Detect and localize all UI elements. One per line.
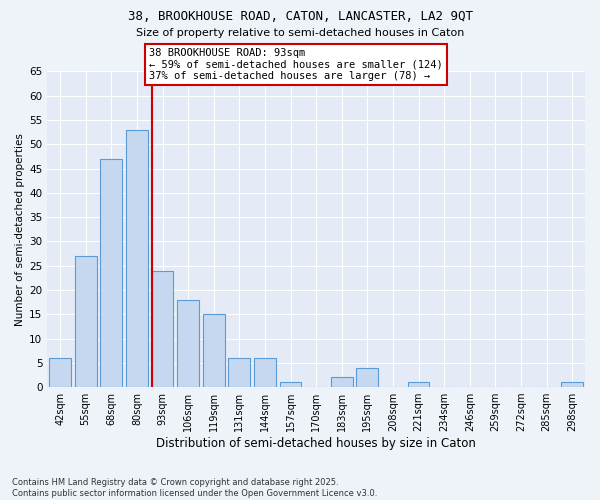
Bar: [203, 314, 224, 387]
Bar: [126, 130, 148, 387]
Bar: [75, 256, 97, 387]
Bar: [407, 382, 430, 387]
Text: 38, BROOKHOUSE ROAD, CATON, LANCASTER, LA2 9QT: 38, BROOKHOUSE ROAD, CATON, LANCASTER, L…: [128, 10, 473, 23]
Y-axis label: Number of semi-detached properties: Number of semi-detached properties: [15, 133, 25, 326]
Text: Size of property relative to semi-detached houses in Caton: Size of property relative to semi-detach…: [136, 28, 464, 38]
Bar: [100, 159, 122, 387]
Bar: [254, 358, 276, 387]
Text: Contains HM Land Registry data © Crown copyright and database right 2025.
Contai: Contains HM Land Registry data © Crown c…: [12, 478, 377, 498]
Text: 38 BROOKHOUSE ROAD: 93sqm
← 59% of semi-detached houses are smaller (124)
37% of: 38 BROOKHOUSE ROAD: 93sqm ← 59% of semi-…: [149, 48, 443, 81]
Bar: [49, 358, 71, 387]
Bar: [152, 270, 173, 387]
Bar: [177, 300, 199, 387]
Bar: [356, 368, 378, 387]
Bar: [331, 378, 353, 387]
Bar: [562, 382, 583, 387]
Bar: [280, 382, 301, 387]
X-axis label: Distribution of semi-detached houses by size in Caton: Distribution of semi-detached houses by …: [156, 437, 476, 450]
Bar: [229, 358, 250, 387]
